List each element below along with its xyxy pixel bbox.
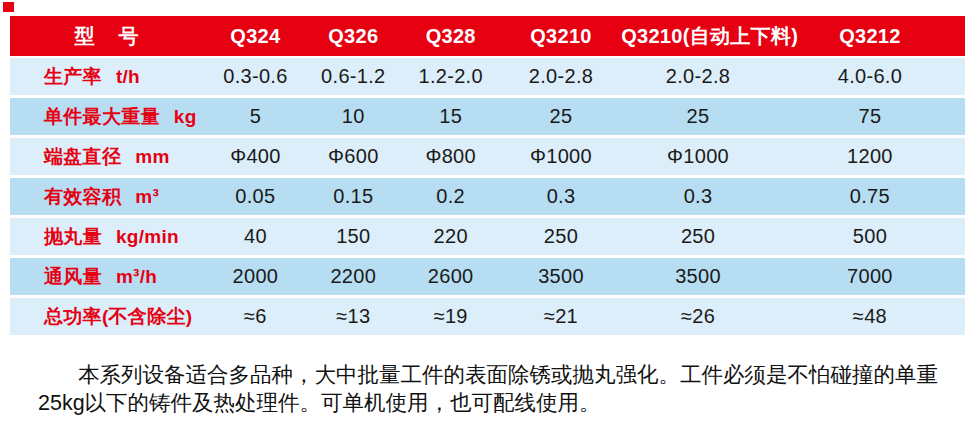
cell-value: 0.05 [205, 185, 306, 208]
cell-value: Φ400 [205, 145, 306, 168]
cell-value: 2600 [401, 265, 501, 288]
row-label: 有效容积 [44, 186, 121, 207]
brochure-page: 型 号 Q324 Q326 Q328 Q3210 Q3210(自动上下料) Q3… [0, 0, 978, 424]
cell-value: 75 [775, 105, 965, 128]
row-label: 抛丸量 [44, 226, 102, 247]
table-row-max-piece-weight: 单件最大重量 kg 5 10 15 25 25 75 [10, 98, 965, 135]
table-row-total-power: 总功率(不含除尘) ≈6 ≈13 ≈19 ≈21 ≈26 ≈48 [10, 298, 965, 335]
spec-table: 型 号 Q324 Q326 Q328 Q3210 Q3210(自动上下料) Q3… [10, 16, 965, 338]
table-row-production-rate: 生产率 t/h 0.3-0.6 0.6-1.2 1.2-2.0 2.0-2.8 2… [10, 58, 965, 95]
row-label: 通风量 [44, 266, 102, 287]
cell-value: 25 [501, 105, 621, 128]
cell-value: Φ1000 [501, 145, 621, 168]
cell-value: 7000 [775, 265, 965, 288]
cell-value: 40 [205, 225, 306, 248]
cell-value: 0.3 [501, 185, 621, 208]
row-label: 生产率 [44, 66, 102, 87]
cell-value: 2200 [306, 265, 401, 288]
header-model-label: 型 号 [10, 23, 205, 50]
cell-value: ≈26 [621, 305, 775, 328]
cell-value: Φ800 [401, 145, 501, 168]
row-unit: kg [174, 106, 197, 127]
header-model-q3212: Q3212 [775, 25, 965, 48]
row-unit: mm [135, 146, 169, 167]
row-label: 单件最大重量 [44, 106, 160, 127]
cell-value: 2.0-2.8 [621, 65, 775, 88]
cell-value: 250 [501, 225, 621, 248]
cell-value: 4.0-6.0 [775, 65, 965, 88]
header-model-q328: Q328 [401, 25, 501, 48]
cell-value: 1.2-2.0 [401, 65, 501, 88]
cell-value: Φ600 [306, 145, 401, 168]
cell-value: 10 [306, 105, 401, 128]
table-row-shot-flow: 抛丸量 kg/min 40 150 220 250 250 500 [10, 218, 965, 255]
cell-value: 0.15 [306, 185, 401, 208]
cell-value: ≈48 [775, 305, 965, 328]
cell-value: ≈21 [501, 305, 621, 328]
cell-value: 25 [621, 105, 775, 128]
cell-value: 150 [306, 225, 401, 248]
description-paragraph: 本系列设备适合多品种，大中批量工件的表面除锈或抛丸强化。工件必须是不怕碰撞的单重… [38, 361, 948, 417]
cell-value: 0.6-1.2 [306, 65, 401, 88]
cell-value: 0.2 [401, 185, 501, 208]
cell-value: 3500 [621, 265, 775, 288]
row-unit: m³/h [116, 266, 157, 287]
cell-value: 15 [401, 105, 501, 128]
cell-value: 5 [205, 105, 306, 128]
table-header-row: 型 号 Q324 Q326 Q328 Q3210 Q3210(自动上下料) Q3… [10, 16, 965, 56]
cell-value: 500 [775, 225, 965, 248]
cell-value: Φ1000 [621, 145, 775, 168]
table-row-end-disc-diameter: 端盘直径 mm Φ400 Φ600 Φ800 Φ1000 Φ1000 1200 [10, 138, 965, 175]
cell-value: 1200 [775, 145, 965, 168]
header-model-q324: Q324 [205, 25, 306, 48]
row-label: 端盘直径 [44, 146, 121, 167]
cell-value: 0.3 [621, 185, 775, 208]
row-unit: t/h [116, 66, 140, 87]
corner-red-mark [3, 2, 14, 12]
cell-value: ≈6 [205, 305, 306, 328]
cell-value: 3500 [501, 265, 621, 288]
cell-value: 2.0-2.8 [501, 65, 621, 88]
table-row-ventilation: 通风量 m³/h 2000 2200 2600 3500 3500 7000 [10, 258, 965, 295]
header-model-q3210-auto: Q3210(自动上下料) [621, 23, 775, 50]
cell-value: ≈19 [401, 305, 501, 328]
row-label: 总功率(不含除尘) [44, 306, 192, 327]
row-unit: kg/min [116, 226, 179, 247]
row-unit: m³ [135, 186, 159, 207]
cell-value: 220 [401, 225, 501, 248]
cell-value: 0.3-0.6 [205, 65, 306, 88]
header-model-q326: Q326 [306, 25, 401, 48]
cell-value: 250 [621, 225, 775, 248]
cell-value: 2000 [205, 265, 306, 288]
table-row-effective-volume: 有效容积 m³ 0.05 0.15 0.2 0.3 0.3 0.75 [10, 178, 965, 215]
description-line-1: 本系列设备适合多品种，大中批量工件的表面除锈或抛丸强化。工件必须是不怕碰撞的单重 [38, 361, 948, 389]
header-model-q3210: Q3210 [501, 25, 621, 48]
cell-value: 0.75 [775, 185, 965, 208]
description-line-2: 25kg以下的铸件及热处理件。可单机使用，也可配线使用。 [38, 389, 948, 417]
cell-value: ≈13 [306, 305, 401, 328]
